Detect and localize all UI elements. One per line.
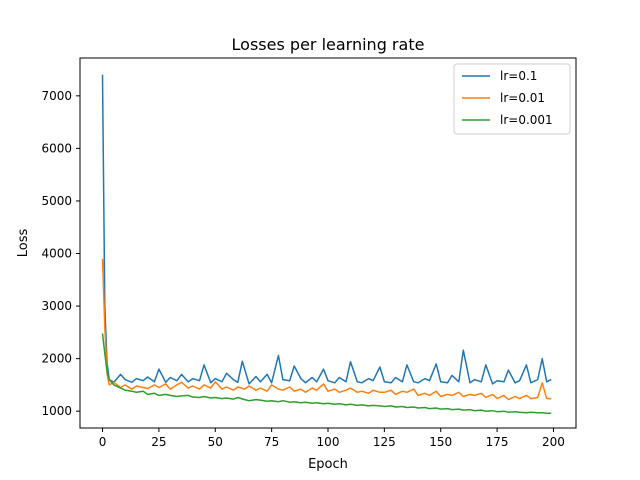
x-tick-label: 25 — [151, 435, 166, 449]
x-axis-label: Epoch — [308, 457, 348, 472]
y-tick-label: 2000 — [41, 352, 72, 366]
plot-frame — [79, 57, 577, 429]
legend-items: lr=0.1 lr=0.01 lr=0.001 — [462, 69, 553, 127]
y-axis-label: Loss — [16, 229, 31, 258]
chart-title: Losses per learning rate — [232, 35, 425, 54]
legend-label-2: lr=0.01 — [500, 91, 545, 105]
x-tick-label: 75 — [264, 435, 279, 449]
x-tick-label: 50 — [208, 435, 223, 449]
x-tick-label: 0 — [99, 435, 107, 449]
y-tick-label: 5000 — [41, 194, 72, 208]
x-tick-label: 200 — [542, 435, 565, 449]
legend-label-3: lr=0.001 — [500, 113, 553, 127]
axis-ticks: 0 25 50 75 100 125 150 175 200 1000 2000 3000 4000 50… — [41, 89, 564, 449]
series-line-1 — [101, 74, 552, 385]
x-tick-label: 175 — [486, 435, 509, 449]
legend: lr=0.1 lr=0.01 lr=0.001 — [453, 63, 571, 135]
x-tick-label: 125 — [373, 435, 396, 449]
y-tick-label: 3000 — [41, 299, 72, 313]
series-line-2 — [101, 258, 552, 401]
x-tick-label: 150 — [429, 435, 452, 449]
legend-box — [453, 63, 571, 135]
plot-lines — [101, 74, 552, 415]
y-tick-label: 6000 — [41, 141, 72, 155]
y-tick-label: 1000 — [41, 404, 72, 418]
y-tick-label: 7000 — [41, 89, 72, 103]
y-tick-label: 4000 — [41, 247, 72, 261]
series-line-3 — [101, 333, 552, 415]
x-tick-label: 100 — [317, 435, 340, 449]
legend-label-1: lr=0.1 — [500, 69, 537, 83]
